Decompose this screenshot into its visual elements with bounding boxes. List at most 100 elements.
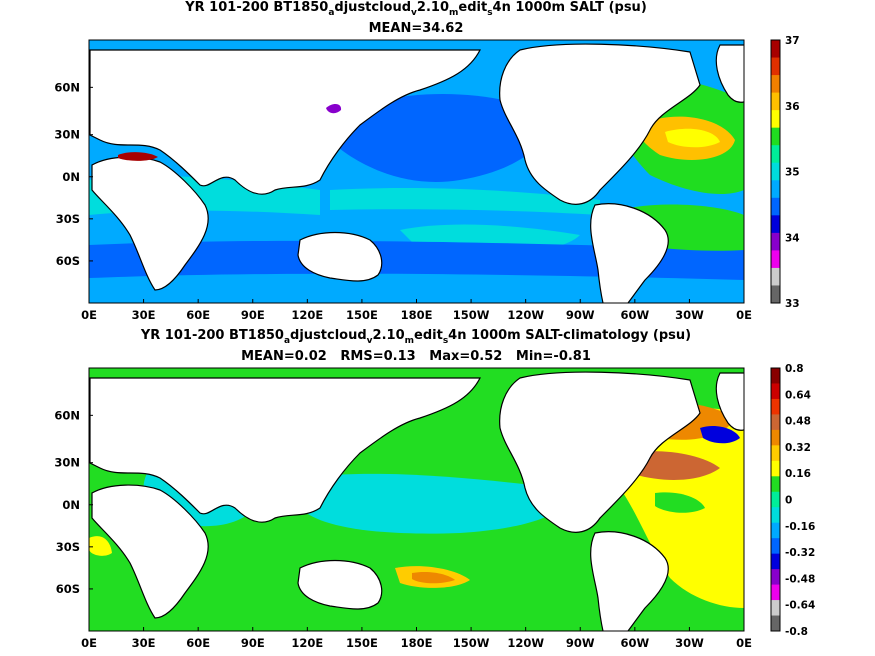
colorbar-swatch bbox=[771, 197, 780, 216]
colorbar-swatch bbox=[771, 75, 780, 94]
colorbar-label: 37 bbox=[785, 35, 800, 47]
map-field bbox=[89, 40, 744, 303]
lat-tick-label: 60N bbox=[54, 80, 80, 94]
colorbar-label: 0.16 bbox=[785, 468, 811, 480]
north-pacific bbox=[330, 93, 546, 182]
colorbar-swatch bbox=[771, 110, 780, 129]
colorbar-swatch bbox=[771, 162, 780, 181]
lon-tick-label: 90E bbox=[241, 636, 265, 650]
colorbar-label: 36 bbox=[785, 101, 800, 113]
colorbar-swatch bbox=[771, 491, 780, 508]
lat-tick-label: 0N bbox=[62, 170, 80, 184]
colorbar-swatch bbox=[771, 127, 780, 146]
colorbar-label: 0.64 bbox=[785, 389, 811, 401]
colorbar-swatch bbox=[771, 569, 780, 586]
lon-tick-label: 150E bbox=[346, 308, 378, 322]
colorbar-label: -0.48 bbox=[785, 573, 815, 585]
colorbar-swatch bbox=[771, 476, 780, 493]
colorbar-swatch bbox=[771, 92, 780, 111]
colorbar-swatch bbox=[771, 615, 780, 632]
southern-ocean bbox=[89, 240, 744, 280]
tropical-pacific bbox=[330, 188, 600, 215]
mediterranean bbox=[118, 152, 158, 161]
lat-tick-label: 30N bbox=[54, 128, 80, 142]
colorbar: 37 36 35 34 33 bbox=[770, 35, 800, 310]
colorbar-swatch bbox=[771, 553, 780, 570]
panel-salinity: YR 101-200 BT1850adjustcloudv2.10medits4… bbox=[54, 0, 800, 322]
colorbar-swatch bbox=[771, 180, 780, 199]
map-field bbox=[89, 368, 744, 631]
panel-salinity-anomaly: YR 101-200 BT1850adjustcloudv2.10medits4… bbox=[54, 328, 815, 650]
colorbar: 0.8 0.64 0.48 0.32 0.16 0 -0.16 -0.32 -0.48 -0.64… bbox=[770, 363, 815, 638]
lat-tick-label: 30N bbox=[54, 456, 80, 470]
lon-tick-label: 0E bbox=[81, 636, 97, 650]
colorbar-swatch bbox=[771, 584, 780, 601]
lat-tick-label: 0N bbox=[62, 498, 80, 512]
lon-tick-label: 180E bbox=[401, 308, 433, 322]
lon-tick-label: 150E bbox=[346, 636, 378, 650]
colorbar-label: -0.8 bbox=[785, 626, 808, 638]
colorbar-swatch bbox=[771, 57, 780, 76]
lon-tick-label: 120W bbox=[507, 308, 544, 322]
panel-title: YR 101-200 BT1850adjustcloudv2.10medits4… bbox=[140, 328, 691, 346]
colorbar-swatch bbox=[771, 250, 780, 269]
lon-tick-label: 120W bbox=[507, 636, 544, 650]
colorbar-label: -0.64 bbox=[785, 600, 815, 612]
panel-subtitle: MEAN=0.02 RMS=0.13 Max=0.52 Min=-0.81 bbox=[241, 349, 591, 364]
colorbar-frame bbox=[770, 367, 781, 632]
lon-tick-label: 60E bbox=[186, 636, 210, 650]
colorbar-label: 0.32 bbox=[785, 442, 811, 454]
axis-ticks: 0E 30E 60E 90E 120E 150E 180E 150W 120W 90W 60W 30W… bbox=[54, 80, 752, 322]
colorbar-swatch bbox=[771, 507, 780, 524]
lon-tick-label: 180E bbox=[401, 636, 433, 650]
lon-tick-label: 30E bbox=[132, 308, 156, 322]
lon-tick-label: 0E bbox=[736, 636, 752, 650]
lat-tick-label: 60S bbox=[56, 582, 80, 596]
colorbar-swatch bbox=[771, 398, 780, 415]
lon-tick-label: 90W bbox=[566, 636, 595, 650]
colorbar-swatch bbox=[771, 538, 780, 555]
atlantic-subtropical-core bbox=[665, 128, 720, 148]
tropical-pacific bbox=[300, 473, 566, 534]
lat-tick-label: 60S bbox=[56, 254, 80, 268]
colorbar-swatch bbox=[771, 215, 780, 234]
lon-tick-label: 30E bbox=[132, 636, 156, 650]
lon-tick-label: 150W bbox=[453, 308, 490, 322]
japan-sea bbox=[326, 104, 342, 114]
colorbar-swatch bbox=[771, 267, 780, 286]
panel-subtitle: MEAN=34.62 bbox=[369, 21, 464, 36]
colorbar-swatch bbox=[771, 232, 780, 251]
colorbar-label: 0.8 bbox=[785, 363, 804, 375]
colorbar-swatch bbox=[771, 522, 780, 539]
colorbar-frame bbox=[770, 39, 781, 304]
colorbar-label: 34 bbox=[785, 232, 800, 244]
lon-tick-label: 30W bbox=[675, 636, 704, 650]
south-indian-west bbox=[89, 536, 112, 556]
colorbar-label: 33 bbox=[785, 298, 800, 310]
colorbar-label: 0 bbox=[785, 495, 792, 507]
colorbar-label: -0.32 bbox=[785, 547, 815, 559]
lon-tick-label: 30W bbox=[675, 308, 704, 322]
lat-tick-label: 30S bbox=[56, 212, 80, 226]
colorbar-swatch bbox=[771, 40, 780, 59]
lon-tick-label: 60W bbox=[620, 636, 649, 650]
lon-tick-label: 60W bbox=[620, 308, 649, 322]
southern-high-core bbox=[412, 571, 455, 584]
colorbar-swatch bbox=[771, 285, 780, 304]
lon-tick-label: 150W bbox=[453, 636, 490, 650]
colorbar-swatch bbox=[771, 429, 780, 446]
lon-tick-label: 120E bbox=[291, 308, 323, 322]
lon-tick-label: 0E bbox=[736, 308, 752, 322]
lat-tick-label: 30S bbox=[56, 540, 80, 554]
lon-tick-label: 90E bbox=[241, 308, 265, 322]
colorbar-swatch bbox=[771, 600, 780, 617]
colorbar-swatch bbox=[771, 145, 780, 164]
panel-title: YR 101-200 BT1850adjustcloudv2.10medits4… bbox=[184, 0, 647, 18]
colorbar-label: -0.16 bbox=[785, 521, 815, 533]
lon-tick-label: 60E bbox=[186, 308, 210, 322]
lon-tick-label: 120E bbox=[291, 636, 323, 650]
colorbar-swatch bbox=[771, 368, 780, 384]
colorbar-label: 35 bbox=[785, 167, 800, 179]
colorbar-label: 0.48 bbox=[785, 416, 811, 428]
